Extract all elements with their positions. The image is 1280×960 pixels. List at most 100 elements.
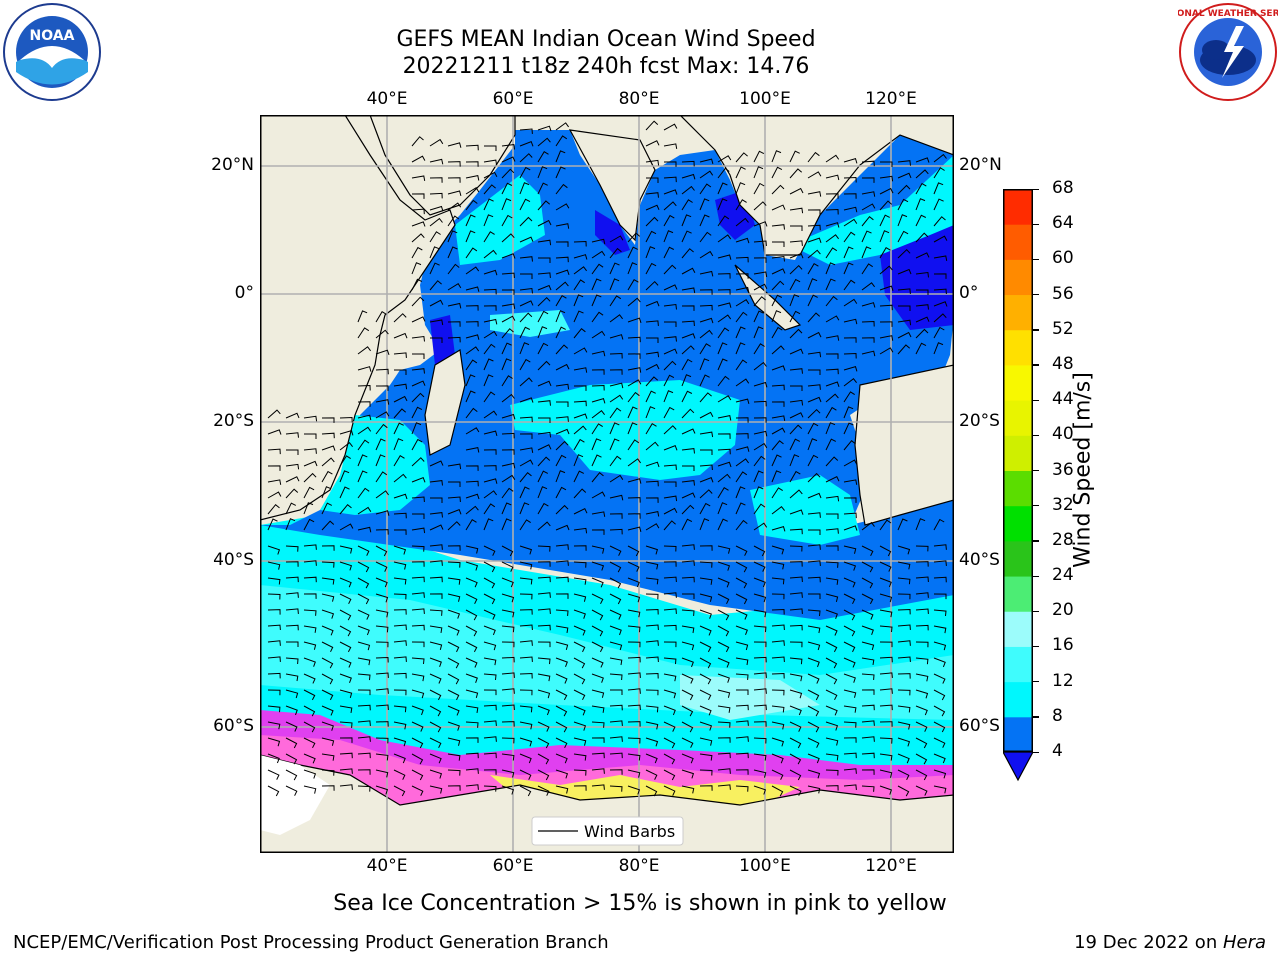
wind-barb <box>447 190 462 197</box>
wind-barb <box>267 624 281 631</box>
wind-barb <box>465 321 479 327</box>
wind-barb <box>429 262 440 275</box>
wind-barb <box>393 705 407 713</box>
wind-barb <box>393 769 406 780</box>
wind-barb <box>915 271 929 278</box>
wind-barb <box>717 502 728 515</box>
wind-barb <box>717 415 732 421</box>
wind-barb <box>429 246 440 259</box>
wind-barb <box>789 150 800 163</box>
wind-barb <box>465 561 479 571</box>
wind-barb <box>519 433 533 439</box>
wind-barb <box>267 577 281 585</box>
wind-barb <box>609 438 620 451</box>
wind-barb <box>447 721 460 731</box>
wind-barb <box>933 785 947 794</box>
wind-barb <box>267 561 281 570</box>
wind-barb <box>663 425 677 435</box>
wind-barb <box>771 640 785 646</box>
wind-barb <box>591 609 604 621</box>
wind-barb <box>555 135 568 147</box>
wind-barb <box>663 336 677 342</box>
wind-barb <box>555 269 570 276</box>
wind-barb <box>807 422 819 435</box>
wind-barb <box>393 332 408 339</box>
wind-barb <box>717 473 731 483</box>
wind-barb <box>825 721 839 731</box>
wind-barb <box>879 593 893 603</box>
land-africa <box>260 115 456 521</box>
colorbar-tick-mark <box>1033 716 1039 718</box>
wind-barb <box>771 487 783 499</box>
wind-barb <box>339 523 354 531</box>
wind-barb <box>915 342 927 355</box>
wind-barb <box>807 191 822 197</box>
wind-barb <box>897 737 911 747</box>
wind-barb <box>357 704 371 711</box>
wind-barb <box>843 689 857 698</box>
wind-barb <box>717 737 731 743</box>
wind-barb <box>537 561 551 567</box>
wind-barb <box>573 753 587 761</box>
wind-barb <box>429 158 444 165</box>
wind-barb <box>825 625 838 636</box>
wind-barb <box>285 592 299 598</box>
wind-barb <box>501 315 516 323</box>
wind-barb <box>555 576 569 583</box>
wind-barb <box>717 314 732 323</box>
wind-barb <box>663 705 676 716</box>
wind-barb <box>573 705 586 716</box>
wind-barb <box>321 657 334 669</box>
wind-barb <box>843 641 856 653</box>
wind-barb <box>735 673 749 680</box>
wind-barb <box>519 397 534 403</box>
wind-barb <box>753 201 767 211</box>
wind-barb <box>304 433 317 439</box>
wind-barb <box>915 252 930 259</box>
wind-barb <box>879 175 894 182</box>
wind-patch-east <box>750 475 860 545</box>
wind-barb <box>789 348 804 355</box>
wind-barb <box>429 593 443 599</box>
wind-barb <box>519 502 530 515</box>
wind-barb <box>861 191 876 197</box>
wind-barb <box>825 785 839 791</box>
wind-barb <box>826 513 839 519</box>
wind-barb <box>681 185 695 195</box>
wind-barb <box>267 491 282 499</box>
wind-barb <box>663 624 677 631</box>
wind-barb <box>897 785 910 797</box>
wind-barb <box>663 592 677 598</box>
wind-barb <box>411 753 424 765</box>
wind-barb <box>681 737 694 748</box>
wind-barb <box>339 545 353 554</box>
wind-barb <box>861 673 875 680</box>
wind-barb <box>375 545 388 557</box>
wind-barb <box>411 608 425 614</box>
wind-barb <box>429 673 442 684</box>
lat-tick-right-20S: 20°S <box>959 411 1000 431</box>
wind-barb <box>609 314 623 323</box>
wind-barb <box>681 374 692 387</box>
wind-barb <box>267 545 281 555</box>
wind-barb <box>807 609 821 617</box>
wind-barb <box>303 753 316 764</box>
wind-barb <box>825 295 838 307</box>
wind-barb <box>645 721 659 730</box>
wind-barb <box>897 640 911 646</box>
wind-barb <box>285 608 299 614</box>
wind-barb <box>519 140 534 147</box>
wind-barb <box>645 441 659 451</box>
wind-barb <box>897 184 911 195</box>
wind-barb <box>339 689 353 699</box>
wind-barb <box>357 561 370 573</box>
wind-barb <box>519 300 534 307</box>
wind-barb <box>321 470 333 483</box>
wind-barb <box>915 316 930 323</box>
wind-barb <box>519 753 532 764</box>
colorbar-tick-mark <box>1033 645 1039 648</box>
wind-barb <box>429 177 443 183</box>
wind-barb <box>483 689 497 696</box>
wind-barb <box>753 577 766 588</box>
wind-barb <box>573 577 587 585</box>
